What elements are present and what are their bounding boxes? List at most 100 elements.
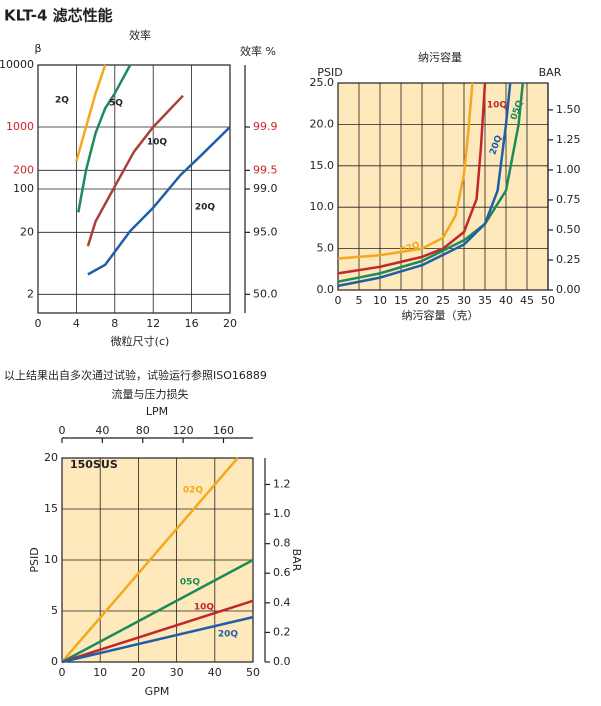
y-tick-label: 5.0 xyxy=(317,242,335,255)
x-tick-label: 30 xyxy=(170,666,184,679)
x-tick-label: 10 xyxy=(373,294,387,307)
x-tick-label: 20 xyxy=(415,294,429,307)
y2-tick-label: 1.50 xyxy=(556,103,581,116)
series-line xyxy=(86,94,184,247)
x-tick-label: 12 xyxy=(146,317,160,330)
series-label: 2Q xyxy=(55,96,69,106)
series-line xyxy=(337,82,512,288)
y-tick-label: 20 xyxy=(44,451,58,464)
y-tick-label: 0 xyxy=(51,655,58,668)
x2-tick-label: 0 xyxy=(59,424,66,437)
y2-tick-label: 1.2 xyxy=(273,477,291,490)
y-tick-label: 25.0 xyxy=(310,76,335,89)
x-tick-label: 8 xyxy=(111,317,118,330)
y-tick-label: 200 xyxy=(13,163,34,176)
x2-tick-label: 120 xyxy=(173,424,194,437)
series-label: 05Q xyxy=(180,578,201,588)
x-tick-label: 0 xyxy=(335,294,342,307)
x-tick-label: 25 xyxy=(436,294,450,307)
x2-axis-title: LPM xyxy=(146,405,168,418)
y-axis-title: β xyxy=(34,42,41,55)
y2-tick-label: 1.0 xyxy=(273,507,291,520)
y-tick-label: 5 xyxy=(51,604,58,617)
series-label: 5Q xyxy=(109,99,123,109)
y2-tick-label: 0.75 xyxy=(556,193,581,206)
x-tick-label: 50 xyxy=(246,666,260,679)
x-tick-label: 4 xyxy=(73,317,80,330)
x2-tick-label: 40 xyxy=(95,424,109,437)
y2-axis-title: 效率 % xyxy=(240,44,276,58)
x-tick-label: 35 xyxy=(478,294,492,307)
y2-axis-title: BAR xyxy=(290,549,303,572)
y-tick-label: 0.0 xyxy=(317,283,335,296)
series-line xyxy=(337,82,487,275)
series-label: 20Q xyxy=(195,203,216,213)
y2-tick-label: 99.0 xyxy=(253,182,278,195)
y2-tick-label: 0.25 xyxy=(556,253,581,266)
series-label: 02Q xyxy=(183,486,204,496)
plot-frame xyxy=(37,64,231,314)
series-line xyxy=(77,64,132,213)
y2-tick-label: 0.6 xyxy=(273,566,291,579)
y2-tick-label: 99.5 xyxy=(253,163,278,176)
series-label: 10Q xyxy=(147,138,168,148)
x-tick-label: 40 xyxy=(499,294,513,307)
x-tick-label: 0 xyxy=(59,666,66,679)
series-label: 10Q xyxy=(487,101,508,111)
series-line xyxy=(337,82,474,260)
chart-title: 效率 xyxy=(129,28,151,42)
y2-tick-label: 0.0 xyxy=(273,655,291,668)
series-line xyxy=(61,558,254,664)
y2-axis-title: BAR xyxy=(539,66,562,79)
y-tick-label: 20 xyxy=(20,225,34,238)
y-axis-title: PSID xyxy=(317,66,342,79)
y2-tick-label: 1.25 xyxy=(556,133,581,146)
x-tick-label: 40 xyxy=(208,666,222,679)
chart-title: 纳污容量 xyxy=(418,50,462,64)
test-note: 以上结果出自多次通过试验，试验运行参照ISO16889 xyxy=(4,368,267,382)
x-tick-label: 45 xyxy=(520,294,534,307)
x-axis-title: 纳污容量（克） xyxy=(402,308,479,322)
y-tick-label: 10000 xyxy=(0,58,34,71)
y2-tick-label: 0.50 xyxy=(556,223,581,236)
x-tick-label: 16 xyxy=(185,317,199,330)
x2-tick-label: 160 xyxy=(213,424,234,437)
y2-tick-label: 0.4 xyxy=(273,596,291,609)
x-tick-label: 50 xyxy=(541,294,555,307)
x-tick-label: 5 xyxy=(356,294,363,307)
x-tick-label: 10 xyxy=(93,666,107,679)
y-tick-label: 10.0 xyxy=(310,200,335,213)
y-axis-title: PSID xyxy=(28,547,41,572)
series-line xyxy=(61,599,254,664)
series-line xyxy=(337,82,525,283)
x-axis-title: GPM xyxy=(145,685,170,698)
series-line xyxy=(87,126,231,276)
chart-title: 流量与压力损失 xyxy=(112,387,189,401)
y2-tick-label: 50.0 xyxy=(253,287,278,300)
y-tick-label: 100 xyxy=(13,182,34,195)
y2-tick-label: 0.00 xyxy=(556,283,581,296)
y2-tick-label: 1.00 xyxy=(556,163,581,176)
y-tick-label: 10 xyxy=(44,553,58,566)
y-tick-label: 20.0 xyxy=(310,117,335,130)
y2-tick-label: 99.9 xyxy=(253,120,278,133)
annotation: 150SUS xyxy=(70,458,118,471)
series-label: 20Q xyxy=(218,630,239,640)
x-tick-label: 30 xyxy=(457,294,471,307)
series-line xyxy=(61,615,254,664)
y2-tick-label: 0.2 xyxy=(273,625,291,638)
series-label: 10Q xyxy=(194,603,215,613)
x2-tick-label: 80 xyxy=(136,424,150,437)
y-tick-label: 15 xyxy=(44,502,58,515)
x-axis-title: 微粒尺寸(c) xyxy=(111,334,170,348)
x-tick-label: 20 xyxy=(223,317,237,330)
series-line xyxy=(61,457,239,663)
x-tick-label: 20 xyxy=(131,666,145,679)
series-line xyxy=(75,64,107,162)
x-tick-label: 15 xyxy=(394,294,408,307)
y2-tick-label: 95.0 xyxy=(253,225,278,238)
x-tick-label: 0 xyxy=(35,317,42,330)
page-header: KLT-4 滤芯性能 xyxy=(4,7,113,25)
y-tick-label: 1000 xyxy=(6,120,34,133)
